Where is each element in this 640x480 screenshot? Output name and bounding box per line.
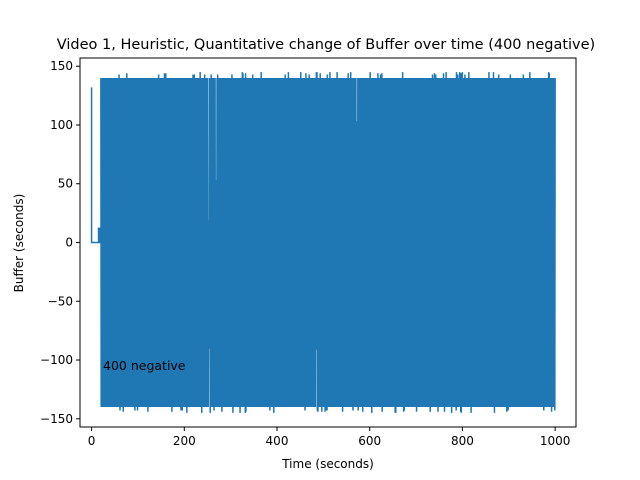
y-tick-label: 100 bbox=[50, 118, 73, 132]
y-tick-label: 50 bbox=[58, 177, 73, 191]
x-tick-label: 200 bbox=[173, 434, 196, 448]
plot-frame bbox=[79, 57, 577, 428]
y-axis-ticks: −150 −100 −50 0 50 100 150 bbox=[40, 59, 80, 426]
y-tick-label: −100 bbox=[40, 353, 73, 367]
x-axis-ticks: 0 200 400 600 800 1000 bbox=[88, 427, 571, 448]
series-line-initial bbox=[90, 87, 101, 244]
x-tick-label: 600 bbox=[358, 434, 381, 448]
x-tick-label: 800 bbox=[451, 434, 474, 448]
series-line-oscillation bbox=[100, 72, 556, 413]
x-tick-label: 400 bbox=[266, 434, 289, 448]
y-tick-label: 0 bbox=[65, 236, 73, 250]
y-tick-label: −50 bbox=[48, 294, 73, 308]
x-axis-label: Time (seconds) bbox=[281, 457, 374, 471]
y-tick-label: −150 bbox=[40, 412, 73, 426]
y-axis-label: Buffer (seconds) bbox=[12, 194, 26, 293]
plot-lines bbox=[90, 72, 556, 413]
annotation-400-negative: 400 negative bbox=[103, 358, 186, 373]
y-tick-label: 150 bbox=[50, 59, 73, 73]
x-tick-label: 1000 bbox=[540, 434, 571, 448]
x-tick-label: 0 bbox=[88, 434, 96, 448]
chart-title: Video 1, Heuristic, Quantitative change … bbox=[57, 37, 595, 53]
